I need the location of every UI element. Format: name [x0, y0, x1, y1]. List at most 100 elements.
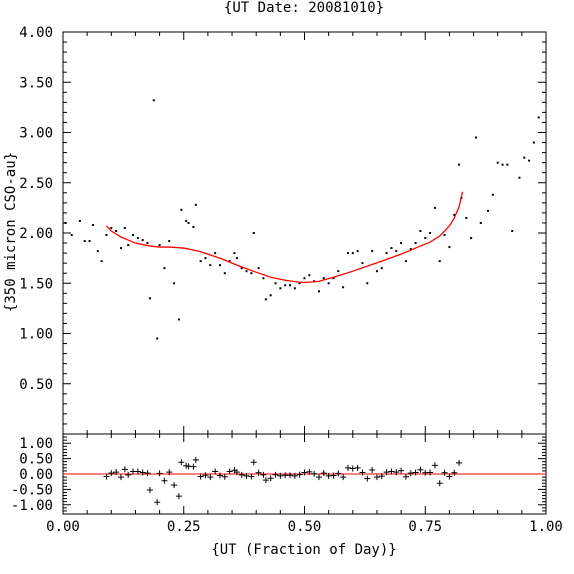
y-tick-label: 0.50 — [19, 377, 53, 393]
data-point — [400, 242, 403, 245]
residual-point — [272, 471, 279, 478]
data-point — [180, 208, 183, 211]
main-panel: 0.50 1.00 1.50 2.00 2.50 3.00 3.50 4.00 — [19, 25, 547, 435]
data-point — [185, 219, 188, 222]
data-point — [252, 232, 255, 234]
data-point — [235, 257, 238, 260]
x-tick-label: 0.25 — [167, 519, 201, 535]
data-point — [361, 262, 364, 265]
plot-frame — [62, 31, 547, 435]
residual-point — [144, 470, 151, 477]
y-tick-label: 2.50 — [19, 176, 53, 192]
data-point — [209, 264, 212, 267]
residual-point — [335, 470, 342, 477]
data-point — [537, 116, 540, 119]
residual-point — [441, 469, 448, 476]
data-point — [245, 270, 248, 273]
data-point — [132, 234, 135, 237]
data-point — [136, 237, 139, 240]
data-point — [110, 226, 113, 229]
residual-point — [373, 474, 380, 481]
data-point — [385, 252, 388, 255]
data-point — [390, 247, 393, 250]
data-point — [380, 267, 383, 270]
data-point — [214, 252, 217, 255]
residual-point — [301, 469, 308, 476]
data-point — [152, 99, 155, 102]
data-point — [91, 223, 94, 226]
residual-point — [456, 459, 463, 466]
data-point — [337, 270, 340, 273]
data-point — [327, 282, 330, 285]
data-point — [199, 260, 202, 263]
residual-point — [427, 469, 434, 476]
data-point — [123, 226, 126, 229]
data-point — [322, 277, 325, 280]
data-point — [223, 272, 226, 275]
data-point — [303, 277, 306, 280]
residual-point — [233, 469, 240, 476]
data-point — [88, 240, 91, 243]
residual-point — [262, 477, 269, 484]
data-point — [218, 264, 221, 267]
data-point — [419, 229, 422, 232]
data-point — [424, 237, 427, 240]
data-point — [371, 250, 374, 253]
data-point — [293, 287, 296, 290]
data-point — [308, 274, 311, 277]
residual-point — [202, 472, 209, 479]
data-point — [317, 290, 320, 293]
residual-point — [161, 477, 168, 484]
residual-point — [311, 470, 318, 477]
residual-point — [267, 475, 274, 482]
residual-point — [171, 482, 178, 489]
data-point — [487, 209, 490, 212]
data-point — [148, 297, 151, 300]
data-point — [141, 239, 144, 242]
data-point — [506, 163, 509, 166]
data-point — [474, 136, 477, 139]
data-point — [458, 163, 461, 166]
residual-point — [212, 468, 219, 475]
data-point — [491, 193, 494, 196]
data-point — [511, 229, 514, 232]
x-axis-label: {UT (Fraction of Day)} — [211, 542, 396, 558]
residual-point — [250, 459, 257, 466]
data-point — [356, 250, 359, 253]
chart-title: {UT Date: 20081010} — [224, 0, 384, 16]
data-point — [284, 284, 287, 287]
data-point — [395, 250, 398, 253]
residual-point — [451, 469, 458, 476]
y-tick-label: 1.50 — [19, 276, 53, 292]
residual-point — [139, 469, 146, 476]
data-point — [127, 244, 130, 247]
data-point — [298, 282, 301, 285]
residual-point — [320, 470, 327, 477]
data-point — [228, 260, 231, 263]
data-point — [70, 234, 73, 237]
residual-point — [103, 473, 110, 480]
y-tick-label: 1.00 — [19, 327, 53, 343]
residual-point — [436, 480, 443, 487]
residual-point — [306, 468, 313, 475]
data-point — [279, 287, 282, 290]
data-point — [233, 252, 236, 255]
data-point — [465, 216, 468, 219]
data-point — [443, 234, 446, 237]
x-tick-label: 0.00 — [46, 519, 80, 535]
residual-point — [175, 493, 182, 500]
residual-point — [121, 466, 128, 473]
data-point — [496, 161, 499, 164]
residual-point — [296, 471, 303, 478]
residual-point — [125, 471, 132, 478]
residual-point — [369, 467, 376, 473]
residual-point — [108, 470, 115, 477]
y-tick-label: 4.00 — [19, 25, 53, 41]
y-tick-label: -1.00 — [11, 498, 53, 514]
y-tick-label: 3.00 — [19, 126, 53, 142]
y-tick-label: 3.50 — [19, 75, 53, 91]
residual-point — [221, 473, 228, 480]
residual-point — [238, 471, 245, 478]
residual-point — [113, 469, 120, 476]
